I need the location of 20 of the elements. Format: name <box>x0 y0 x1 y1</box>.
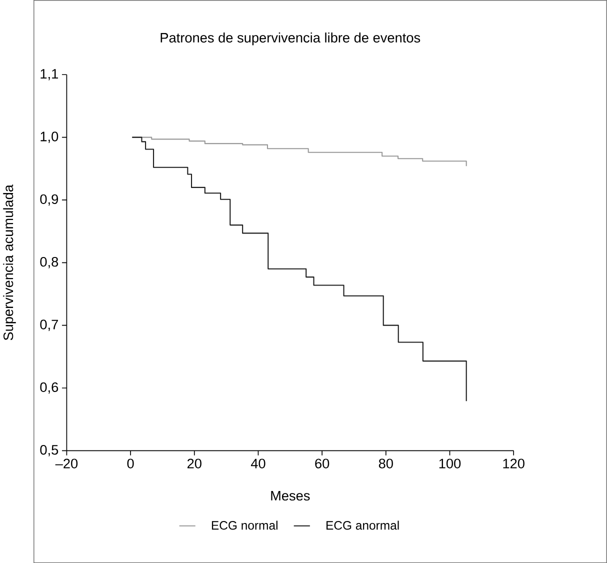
x-tick-label: 0 <box>127 458 134 468</box>
legend-label: ECG normal <box>212 520 278 530</box>
x-tick-label: 60 <box>315 458 330 468</box>
y-tick-label: 0,5 <box>40 444 58 456</box>
y-axis-title: Supervivencia acumulada <box>3 184 16 340</box>
x-tick-label: 40 <box>250 458 266 468</box>
legend-label: ECG anormal <box>326 520 399 530</box>
x-tick-label: –20 <box>55 458 78 468</box>
y-tick-label: 0,6 <box>40 382 58 394</box>
y-tick-label: 1,1 <box>40 69 58 80</box>
x-tick-label: 20 <box>187 458 202 468</box>
y-tick-label: 0,8 <box>40 256 58 268</box>
y-tick-label: 0,9 <box>40 194 58 206</box>
x-axis-title: Meses <box>271 490 310 500</box>
x-tick-label: 80 <box>378 458 393 468</box>
x-tick-label: 100 <box>439 458 461 468</box>
x-tick-label: 120 <box>503 458 524 468</box>
chart-title: Patrones de supervivencia libre de eventos <box>160 32 420 46</box>
y-tick-label: 1,0 <box>40 132 58 143</box>
y-tick-label: 0,7 <box>40 320 58 331</box>
